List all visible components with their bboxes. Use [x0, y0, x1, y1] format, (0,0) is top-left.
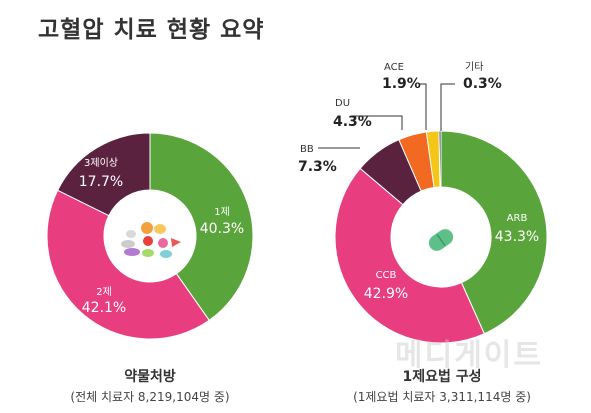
- pie1-value-1: 42.1%: [82, 300, 126, 316]
- pill-icon: [124, 248, 140, 256]
- pie1-value-0: 40.3%: [200, 221, 244, 237]
- chart2-subtitle: (1제요법 치료자 3,311,114명 중): [353, 390, 531, 404]
- pie2-label-2: BB: [300, 144, 314, 155]
- pie2-value-0: 43.3%: [495, 229, 539, 245]
- pill-icon: [158, 238, 168, 248]
- chart1-subtitle: (전체 치료자 8,219,104명 중): [70, 390, 230, 404]
- pill-icon: [160, 250, 172, 258]
- pie2-leader-line-5: [440, 83, 455, 131]
- watermark-text: 메디게이트: [395, 338, 543, 373]
- pill-icon: [143, 236, 153, 246]
- pie1-label-1: 2제: [96, 286, 112, 298]
- pie1-center: [104, 190, 196, 282]
- pie2-label-3: DU: [335, 98, 350, 109]
- pie2-label-5: 기타: [465, 61, 483, 73]
- pill-icon: [171, 238, 181, 247]
- pie2-value-4: 1.9%: [382, 76, 421, 92]
- pill-icon: [142, 249, 154, 257]
- pie2-label-4: ACE: [384, 62, 404, 73]
- tablet-icon: [428, 229, 454, 251]
- pie1-label-0: 1제: [214, 206, 230, 218]
- pie1-label-2: 3제이상: [84, 157, 118, 169]
- pill-icon: [126, 230, 136, 238]
- chart2-title: 1제요법 구성: [402, 369, 482, 385]
- pie2-label-1: CCB: [376, 270, 397, 281]
- pie2-value-5: 0.3%: [463, 76, 502, 92]
- pill-icon: [154, 224, 166, 234]
- chart1-title: 약물처방: [124, 369, 176, 385]
- pie1-slice-2: [57, 132, 151, 217]
- pie2-value-1: 42.9%: [364, 286, 408, 302]
- pie2-value-3: 4.3%: [333, 114, 372, 130]
- page-title: 고혈압 치료 현황 요약: [38, 17, 265, 43]
- pill-icon: [141, 222, 153, 234]
- pie2-leader-line-4: [420, 83, 427, 130]
- pill-icon: [121, 240, 135, 248]
- pie1-value-2: 17.7%: [79, 174, 123, 190]
- pie2-leader-line-3: [352, 115, 403, 130]
- pie2-label-0: ARB: [507, 213, 528, 224]
- pie2-value-2: 7.3%: [298, 159, 337, 175]
